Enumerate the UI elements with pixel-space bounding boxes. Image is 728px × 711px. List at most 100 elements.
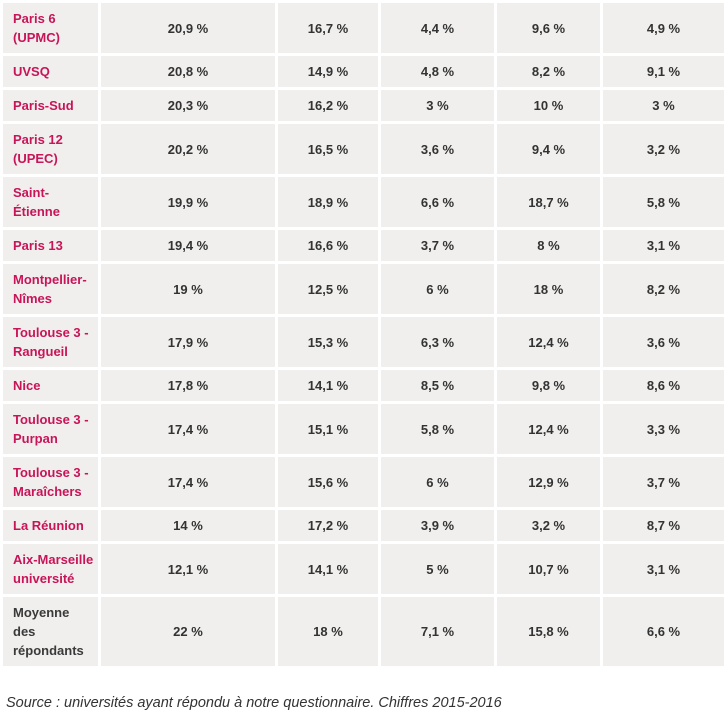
value-cell: 15,1 % [278, 404, 378, 454]
value-cell: 3,6 % [603, 317, 724, 367]
value-cell: 17,2 % [278, 510, 378, 541]
value-cell: 6 % [381, 457, 494, 507]
value-cell: 20,2 % [101, 124, 275, 174]
value-cell: 17,8 % [101, 370, 275, 401]
value-cell: 15,8 % [497, 597, 600, 666]
value-cell: 3,1 % [603, 230, 724, 261]
value-cell: 6,3 % [381, 317, 494, 367]
value-cell: 4,8 % [381, 56, 494, 87]
value-cell: 12,4 % [497, 317, 600, 367]
table-row: Paris 13 19,4 % 16,6 % 3,7 % 8 % 3,1 % [3, 230, 724, 261]
value-cell: 3,1 % [603, 544, 724, 594]
table-row: Paris-Sud 20,3 % 16,2 % 3 % 10 % 3 % [3, 90, 724, 121]
value-cell: 12,9 % [497, 457, 600, 507]
value-cell: 8,5 % [381, 370, 494, 401]
value-cell: 7,1 % [381, 597, 494, 666]
value-cell: 16,2 % [278, 90, 378, 121]
table-row-average: Moyenne des répondants 22 % 18 % 7,1 % 1… [3, 597, 724, 666]
value-cell: 3 % [381, 90, 494, 121]
value-cell: 14 % [101, 510, 275, 541]
row-label: Paris 12 (UPEC) [3, 124, 98, 174]
value-cell: 3,2 % [603, 124, 724, 174]
value-cell: 3 % [603, 90, 724, 121]
value-cell: 18 % [497, 264, 600, 314]
value-cell: 17,9 % [101, 317, 275, 367]
value-cell: 3,7 % [603, 457, 724, 507]
value-cell: 9,6 % [497, 3, 600, 53]
value-cell: 16,6 % [278, 230, 378, 261]
table-row: UVSQ 20,8 % 14,9 % 4,8 % 8,2 % 9,1 % [3, 56, 724, 87]
value-cell: 8,6 % [603, 370, 724, 401]
value-cell: 8,2 % [603, 264, 724, 314]
value-cell: 22 % [101, 597, 275, 666]
value-cell: 6,6 % [381, 177, 494, 227]
table-row: Nice 17,8 % 14,1 % 8,5 % 9,8 % 8,6 % [3, 370, 724, 401]
row-label: Toulouse 3 - Rangueil [3, 317, 98, 367]
value-cell: 15,6 % [278, 457, 378, 507]
row-label: Montpellier-Nîmes [3, 264, 98, 314]
value-cell: 17,4 % [101, 457, 275, 507]
value-cell: 12,1 % [101, 544, 275, 594]
value-cell: 17,4 % [101, 404, 275, 454]
value-cell: 10 % [497, 90, 600, 121]
value-cell: 18,7 % [497, 177, 600, 227]
row-label: Toulouse 3 - Maraîchers [3, 457, 98, 507]
row-label: Paris 6 (UPMC) [3, 3, 98, 53]
value-cell: 12,5 % [278, 264, 378, 314]
table-row: Saint-Étienne 19,9 % 18,9 % 6,6 % 18,7 %… [3, 177, 724, 227]
table-row: Paris 12 (UPEC) 20,2 % 16,5 % 3,6 % 9,4 … [3, 124, 724, 174]
value-cell: 5 % [381, 544, 494, 594]
value-cell: 20,3 % [101, 90, 275, 121]
table-row: La Réunion 14 % 17,2 % 3,9 % 3,2 % 8,7 % [3, 510, 724, 541]
value-cell: 6,6 % [603, 597, 724, 666]
value-cell: 3,2 % [497, 510, 600, 541]
table-row: Toulouse 3 - Purpan 17,4 % 15,1 % 5,8 % … [3, 404, 724, 454]
table-row: Montpellier-Nîmes 19 % 12,5 % 6 % 18 % 8… [3, 264, 724, 314]
value-cell: 16,7 % [278, 3, 378, 53]
source-note: Source : universités ayant répondu à not… [6, 695, 502, 711]
value-cell: 3,6 % [381, 124, 494, 174]
row-label: Paris-Sud [3, 90, 98, 121]
value-cell: 9,1 % [603, 56, 724, 87]
value-cell: 15,3 % [278, 317, 378, 367]
value-cell: 3,3 % [603, 404, 724, 454]
value-cell: 14,1 % [278, 544, 378, 594]
value-cell: 10,7 % [497, 544, 600, 594]
row-label: Aix-Marseille université [3, 544, 98, 594]
table-row: Aix-Marseille université 12,1 % 14,1 % 5… [3, 544, 724, 594]
value-cell: 20,8 % [101, 56, 275, 87]
value-cell: 8 % [497, 230, 600, 261]
value-cell: 5,8 % [603, 177, 724, 227]
value-cell: 14,9 % [278, 56, 378, 87]
table-row: Paris 6 (UPMC) 20,9 % 16,7 % 4,4 % 9,6 %… [3, 3, 724, 53]
value-cell: 19,4 % [101, 230, 275, 261]
row-label: Saint-Étienne [3, 177, 98, 227]
row-label: Toulouse 3 - Purpan [3, 404, 98, 454]
row-label: Nice [3, 370, 98, 401]
row-label: UVSQ [3, 56, 98, 87]
row-label: Paris 13 [3, 230, 98, 261]
value-cell: 9,4 % [497, 124, 600, 174]
value-cell: 20,9 % [101, 3, 275, 53]
value-cell: 19 % [101, 264, 275, 314]
value-cell: 8,7 % [603, 510, 724, 541]
value-cell: 18 % [278, 597, 378, 666]
value-cell: 14,1 % [278, 370, 378, 401]
value-cell: 18,9 % [278, 177, 378, 227]
value-cell: 5,8 % [381, 404, 494, 454]
table-row: Toulouse 3 - Maraîchers 17,4 % 15,6 % 6 … [3, 457, 724, 507]
value-cell: 4,9 % [603, 3, 724, 53]
statistics-table: Paris 6 (UPMC) 20,9 % 16,7 % 4,4 % 9,6 %… [3, 3, 724, 666]
value-cell: 9,8 % [497, 370, 600, 401]
value-cell: 3,7 % [381, 230, 494, 261]
value-cell: 19,9 % [101, 177, 275, 227]
value-cell: 16,5 % [278, 124, 378, 174]
value-cell: 6 % [381, 264, 494, 314]
value-cell: 3,9 % [381, 510, 494, 541]
row-label: Moyenne des répondants [3, 597, 98, 666]
table-row: Toulouse 3 - Rangueil 17,9 % 15,3 % 6,3 … [3, 317, 724, 367]
value-cell: 12,4 % [497, 404, 600, 454]
row-label: La Réunion [3, 510, 98, 541]
value-cell: 8,2 % [497, 56, 600, 87]
value-cell: 4,4 % [381, 3, 494, 53]
